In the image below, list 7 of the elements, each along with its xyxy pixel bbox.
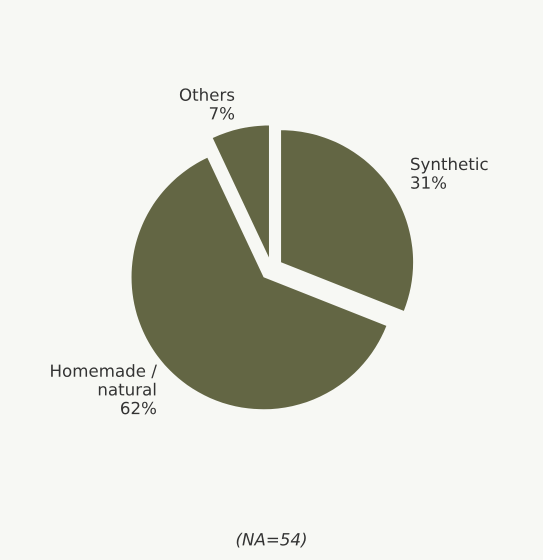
- data-label: 62%: [121, 402, 156, 414]
- text: (NA=54): [236, 532, 306, 548]
- data-label: 7%: [210, 107, 234, 120]
- slice-label: Others: [180, 88, 234, 101]
- slice-label: Synthetic: [411, 157, 488, 174]
- slice-label: Homemade / natural: [51, 364, 157, 396]
- data-label: 31%: [411, 176, 446, 189]
